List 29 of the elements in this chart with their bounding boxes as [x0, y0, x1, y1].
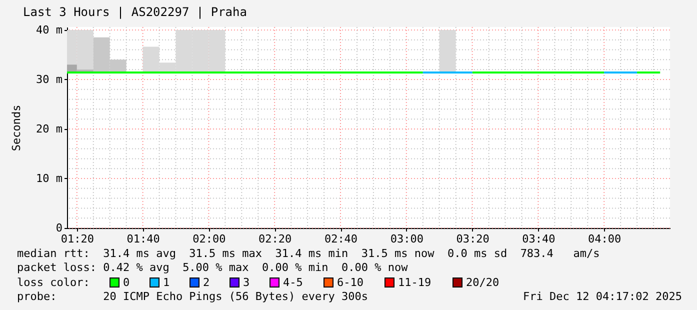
- chart-title: Last 3 Hours | AS202297 | Praha: [23, 5, 247, 19]
- y-tick-label: 20 m: [36, 122, 63, 136]
- y-tick-label: 40 m: [36, 23, 63, 36]
- legend-label: 20/20: [466, 276, 500, 289]
- x-tick-label: 02:40: [324, 232, 358, 246]
- text: probe: 20 ICMP Echo Pings (56 Bytes) every 300s: [17, 290, 368, 303]
- x-tick-label: 03:40: [522, 232, 556, 246]
- x-tick-label: 02:00: [192, 232, 226, 246]
- text: Fri Dec 12 04:17:02 2025: [523, 290, 682, 303]
- y-tick-label: 30 m: [36, 72, 63, 86]
- x-tick-label: 03:20: [456, 232, 490, 246]
- text: median rtt: 31.4 ms avg 31.5 ms max 31.4 ms min 31.5 ms now 0.0 ms sd 783.4 am/s: [17, 247, 600, 260]
- y-axis-title: Seconds: [10, 104, 24, 152]
- legend-label: 3: [243, 276, 250, 289]
- legend-label: 6-10: [337, 276, 364, 289]
- y-tick-label: 10 m: [36, 172, 63, 185]
- legend-label: 4-5: [283, 276, 303, 289]
- text: packet loss: 0.42 % avg 5.00 % max 0.00 % min 0.00 % now: [17, 261, 408, 274]
- x-tick-label: 03:00: [390, 232, 424, 246]
- legend-label: 1: [163, 276, 170, 289]
- legend-label: 0: [123, 276, 130, 289]
- x-tick-label: 04:00: [588, 232, 622, 246]
- x-tick-label: 01:20: [60, 232, 94, 246]
- y-tick-label: 0: [56, 222, 62, 234]
- legend-label: 2: [203, 276, 210, 289]
- x-tick-label: 02:20: [258, 232, 292, 246]
- legend-label: 11-19: [398, 276, 432, 289]
- legend-title: loss color:: [17, 276, 90, 289]
- x-tick-label: 01:40: [126, 232, 160, 246]
